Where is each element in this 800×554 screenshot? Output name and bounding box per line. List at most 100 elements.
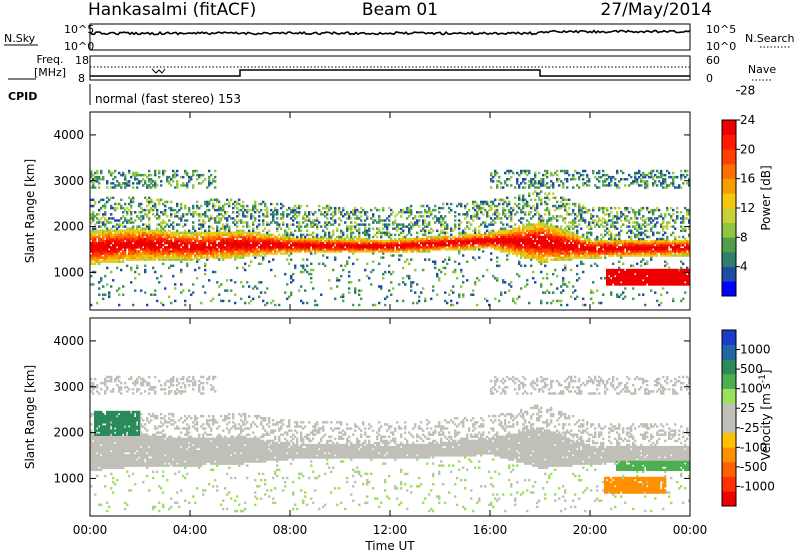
power-cell <box>326 223 329 226</box>
power-cell <box>508 289 511 292</box>
power-cell <box>436 219 439 222</box>
power-cell <box>284 239 287 243</box>
power-cell <box>228 204 231 208</box>
power-cell <box>512 246 515 249</box>
power-cell <box>422 227 425 230</box>
power-cell <box>392 223 395 226</box>
power-cell <box>196 252 199 255</box>
power-cell <box>382 241 385 245</box>
power-cell <box>92 178 95 181</box>
power-cell <box>580 250 583 253</box>
power-cell <box>268 250 271 253</box>
power-cell <box>518 202 521 206</box>
power-cell <box>116 202 119 206</box>
power-cell <box>422 223 425 226</box>
power-cell <box>240 229 243 233</box>
power-cell <box>100 225 103 228</box>
power-cell <box>460 268 463 272</box>
power-cell <box>544 173 547 177</box>
power-cell <box>502 198 505 202</box>
power-cell <box>466 211 469 214</box>
power-cell <box>96 252 99 255</box>
power-cell <box>534 252 537 255</box>
power-cell <box>438 235 441 239</box>
power-cell <box>306 250 309 253</box>
power-cell <box>258 254 261 257</box>
power-cell <box>312 219 315 222</box>
power-cell <box>608 175 611 179</box>
power-cell <box>236 231 239 235</box>
power-cell <box>162 303 165 307</box>
power-cell <box>338 211 341 214</box>
power-cell <box>190 239 193 243</box>
power-cell <box>572 202 575 206</box>
power-cell <box>606 206 609 210</box>
power-cell <box>216 215 219 218</box>
power-cell <box>476 237 479 241</box>
power-cell <box>248 301 251 305</box>
power-cell <box>274 213 277 216</box>
power-cell <box>588 178 591 181</box>
power-cell <box>258 223 261 226</box>
power-cell <box>110 254 113 257</box>
power-cell <box>410 211 413 214</box>
power-cell <box>220 217 223 220</box>
power-cell <box>430 237 433 241</box>
power-cell <box>524 213 527 216</box>
power-cell <box>350 248 353 251</box>
power-cell <box>154 254 157 257</box>
power-cell <box>528 221 531 224</box>
power-cell <box>100 252 103 255</box>
power-cell <box>476 213 479 216</box>
power-cell <box>328 237 331 241</box>
power-cell <box>318 262 321 266</box>
power-cell <box>318 239 321 243</box>
power-cell <box>268 233 271 237</box>
power-cell <box>518 219 521 222</box>
power-cell <box>232 248 235 251</box>
power-cell <box>564 252 567 255</box>
power-cell <box>494 171 497 175</box>
power-cell <box>360 215 363 218</box>
power-cell <box>152 248 155 251</box>
power-cell <box>564 169 567 173</box>
power-cell <box>352 239 355 243</box>
power-cell <box>464 239 467 243</box>
power-cell <box>396 248 399 251</box>
power-cell <box>428 246 431 249</box>
power-cell <box>504 235 507 239</box>
power-cell <box>558 178 561 181</box>
power-cell <box>208 227 211 230</box>
power-cell <box>598 206 601 210</box>
power-cell <box>478 206 481 210</box>
power-cell <box>134 254 137 257</box>
power-cell <box>462 213 465 216</box>
power-cell <box>276 239 279 243</box>
power-cell <box>496 233 499 237</box>
power-cell <box>560 204 563 208</box>
power-cell <box>338 279 341 282</box>
power-cell <box>522 194 525 197</box>
power-cell <box>266 241 269 245</box>
power-cell <box>178 239 181 243</box>
power-cell <box>198 266 201 270</box>
power-cell <box>158 248 161 251</box>
power-cell <box>564 283 567 286</box>
power-cell <box>124 184 127 187</box>
power-cell <box>274 250 277 253</box>
power-cell <box>480 239 483 243</box>
power-cell <box>218 235 221 239</box>
power-cell <box>108 260 111 263</box>
power-cell <box>140 231 143 235</box>
power-cell <box>388 215 391 218</box>
power-cell <box>588 231 591 235</box>
power-cell <box>144 252 147 255</box>
power-cell <box>192 252 195 255</box>
power-cell <box>94 231 97 235</box>
power-cell <box>220 248 223 251</box>
power-cell <box>504 291 507 294</box>
power-cell <box>156 237 159 241</box>
power-cell <box>580 219 583 222</box>
power-cell <box>196 178 199 181</box>
power-cell <box>146 213 149 216</box>
